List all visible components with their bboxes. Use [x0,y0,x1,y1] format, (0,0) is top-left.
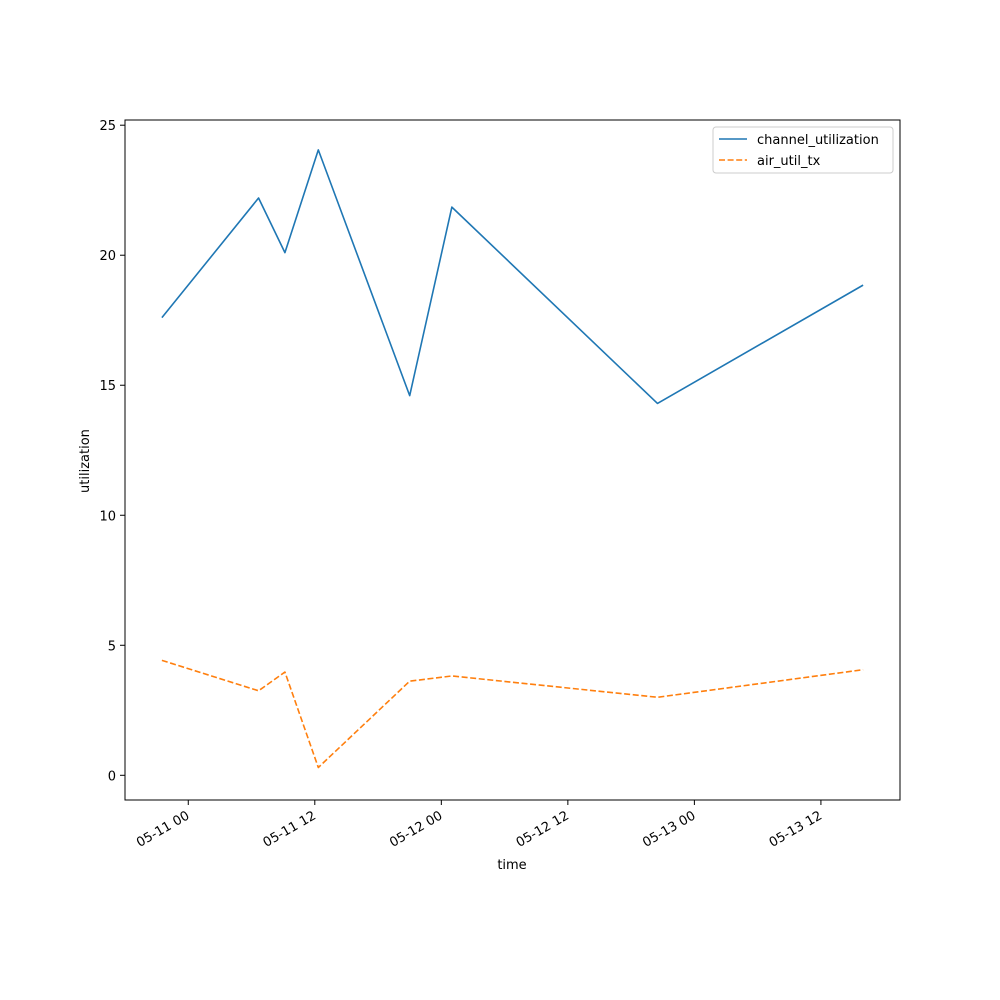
y-tick-label: 15 [99,379,116,394]
y-tick-label: 0 [108,769,116,784]
legend-label-channel-utilization: channel_utilization [757,133,879,148]
y-tick-label: 5 [108,639,116,654]
plot-frame [124,119,901,801]
y-axis: 0 5 10 15 20 25 [99,119,125,784]
plot-area [161,149,864,769]
series-line-air-util-tx [161,659,864,769]
y-tick-label: 10 [99,509,116,524]
legend-label-air-util-tx: air_util_tx [757,154,821,169]
series-line-channel-utilization [161,149,864,405]
y-tick-label: 25 [99,119,116,134]
y-tick-label: 20 [99,249,116,264]
x-axis-label: time [497,858,526,873]
legend-box [712,126,894,174]
legend: channel_utilization air_util_tx [712,126,894,174]
y-axis-label: utilization [78,429,93,493]
